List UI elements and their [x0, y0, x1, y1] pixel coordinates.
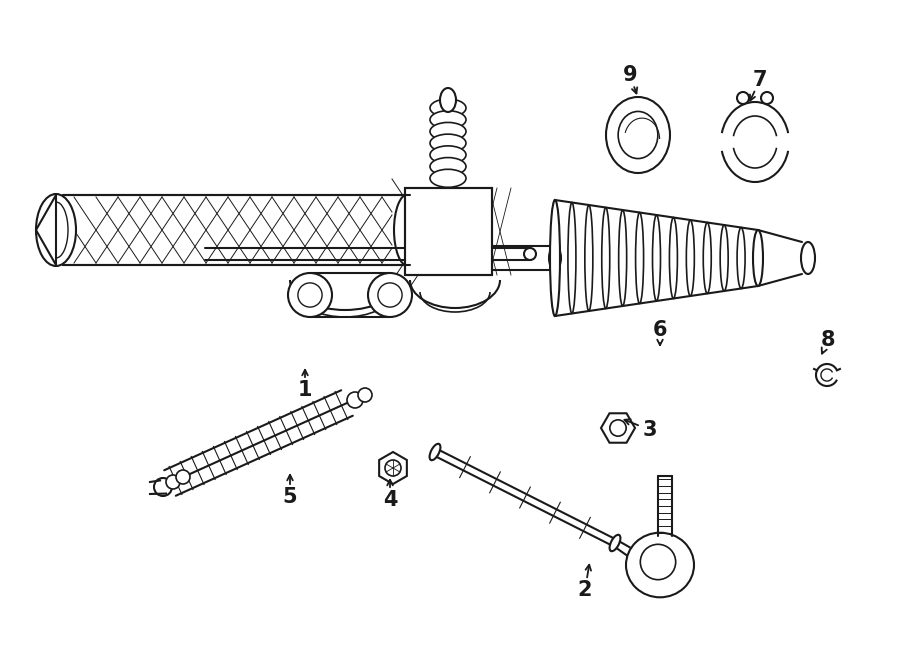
- Ellipse shape: [176, 470, 190, 484]
- Text: 2: 2: [578, 580, 592, 600]
- Ellipse shape: [378, 283, 402, 307]
- Ellipse shape: [440, 88, 456, 112]
- Text: 6: 6: [652, 320, 667, 340]
- Ellipse shape: [288, 273, 332, 317]
- Ellipse shape: [609, 535, 620, 551]
- Polygon shape: [36, 195, 56, 265]
- Ellipse shape: [618, 112, 658, 159]
- Ellipse shape: [626, 533, 694, 598]
- Ellipse shape: [618, 210, 626, 306]
- Ellipse shape: [524, 248, 536, 260]
- Ellipse shape: [640, 544, 676, 580]
- Ellipse shape: [430, 146, 466, 164]
- Ellipse shape: [761, 92, 773, 104]
- Ellipse shape: [430, 122, 466, 140]
- Ellipse shape: [737, 92, 749, 104]
- Ellipse shape: [670, 217, 678, 299]
- Ellipse shape: [154, 478, 172, 496]
- Text: 8: 8: [821, 330, 835, 350]
- Polygon shape: [405, 188, 492, 275]
- Text: 7: 7: [752, 70, 767, 90]
- Text: 4: 4: [382, 490, 397, 510]
- Ellipse shape: [703, 223, 711, 293]
- Ellipse shape: [753, 230, 763, 286]
- Ellipse shape: [358, 388, 372, 402]
- Ellipse shape: [430, 110, 466, 129]
- Ellipse shape: [385, 460, 401, 476]
- Ellipse shape: [801, 242, 815, 274]
- Polygon shape: [379, 452, 407, 484]
- Ellipse shape: [429, 444, 440, 460]
- Ellipse shape: [602, 208, 610, 309]
- Ellipse shape: [754, 230, 762, 286]
- Ellipse shape: [550, 200, 560, 316]
- Ellipse shape: [551, 200, 559, 316]
- Ellipse shape: [568, 202, 576, 313]
- Ellipse shape: [394, 194, 422, 266]
- Ellipse shape: [737, 227, 745, 288]
- Text: 5: 5: [283, 487, 297, 507]
- Ellipse shape: [720, 225, 728, 291]
- Ellipse shape: [36, 194, 76, 266]
- Ellipse shape: [652, 215, 661, 301]
- Ellipse shape: [430, 169, 466, 187]
- Ellipse shape: [610, 420, 626, 436]
- Ellipse shape: [606, 97, 670, 173]
- Text: 3: 3: [643, 420, 657, 440]
- Polygon shape: [601, 413, 635, 443]
- Ellipse shape: [549, 246, 561, 270]
- Ellipse shape: [430, 134, 466, 152]
- Text: 9: 9: [623, 65, 637, 85]
- Ellipse shape: [347, 392, 363, 408]
- Ellipse shape: [298, 283, 322, 307]
- Ellipse shape: [166, 475, 180, 489]
- Ellipse shape: [635, 212, 644, 303]
- Text: 1: 1: [298, 380, 312, 400]
- Ellipse shape: [687, 220, 694, 296]
- Ellipse shape: [430, 157, 466, 176]
- Ellipse shape: [585, 205, 593, 311]
- Ellipse shape: [430, 99, 466, 117]
- Ellipse shape: [368, 273, 412, 317]
